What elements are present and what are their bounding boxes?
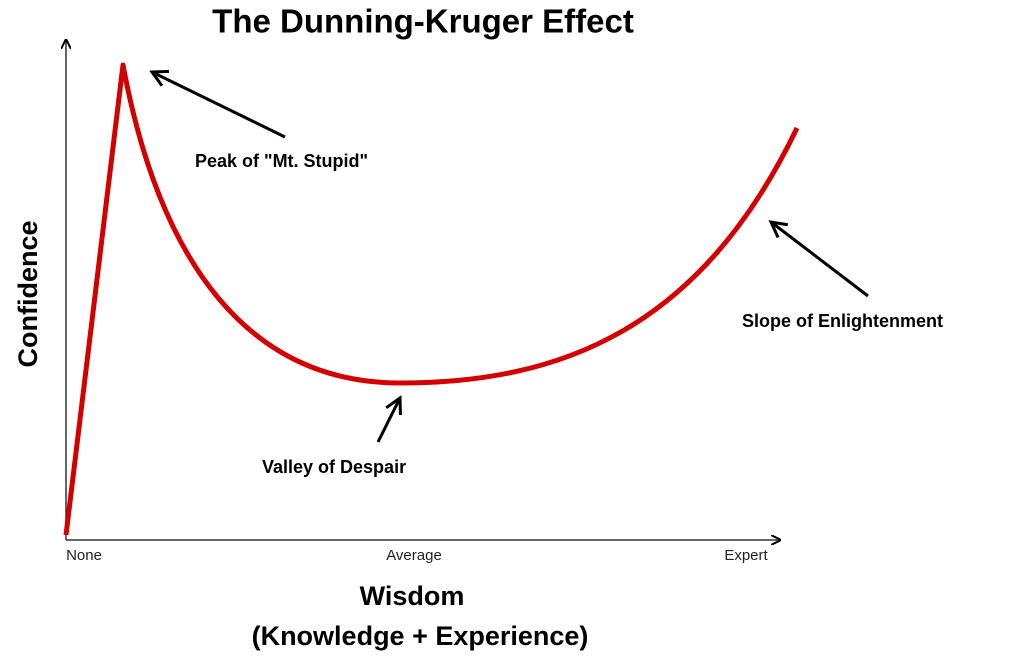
arrow bbox=[152, 72, 286, 139]
x-axis-sublabel: (Knowledge + Experience) bbox=[252, 621, 589, 651]
annotation: Valley of Despair bbox=[262, 457, 406, 477]
title: The Dunning-Kruger Effect bbox=[212, 3, 634, 40]
arrow bbox=[771, 222, 869, 298]
arrow bbox=[376, 398, 400, 443]
curve bbox=[63, 62, 800, 536]
x-tick-label: Expert bbox=[724, 547, 768, 564]
y-axis-label: Confidence bbox=[13, 220, 43, 367]
annotation: Peak of "Mt. Stupid" bbox=[195, 151, 368, 171]
annotation: Slope of Enlightenment bbox=[742, 311, 943, 331]
x-tick-label: None bbox=[66, 547, 102, 564]
x-tick-label: Average bbox=[386, 547, 442, 564]
x-axis-label: Wisdom bbox=[360, 581, 465, 611]
